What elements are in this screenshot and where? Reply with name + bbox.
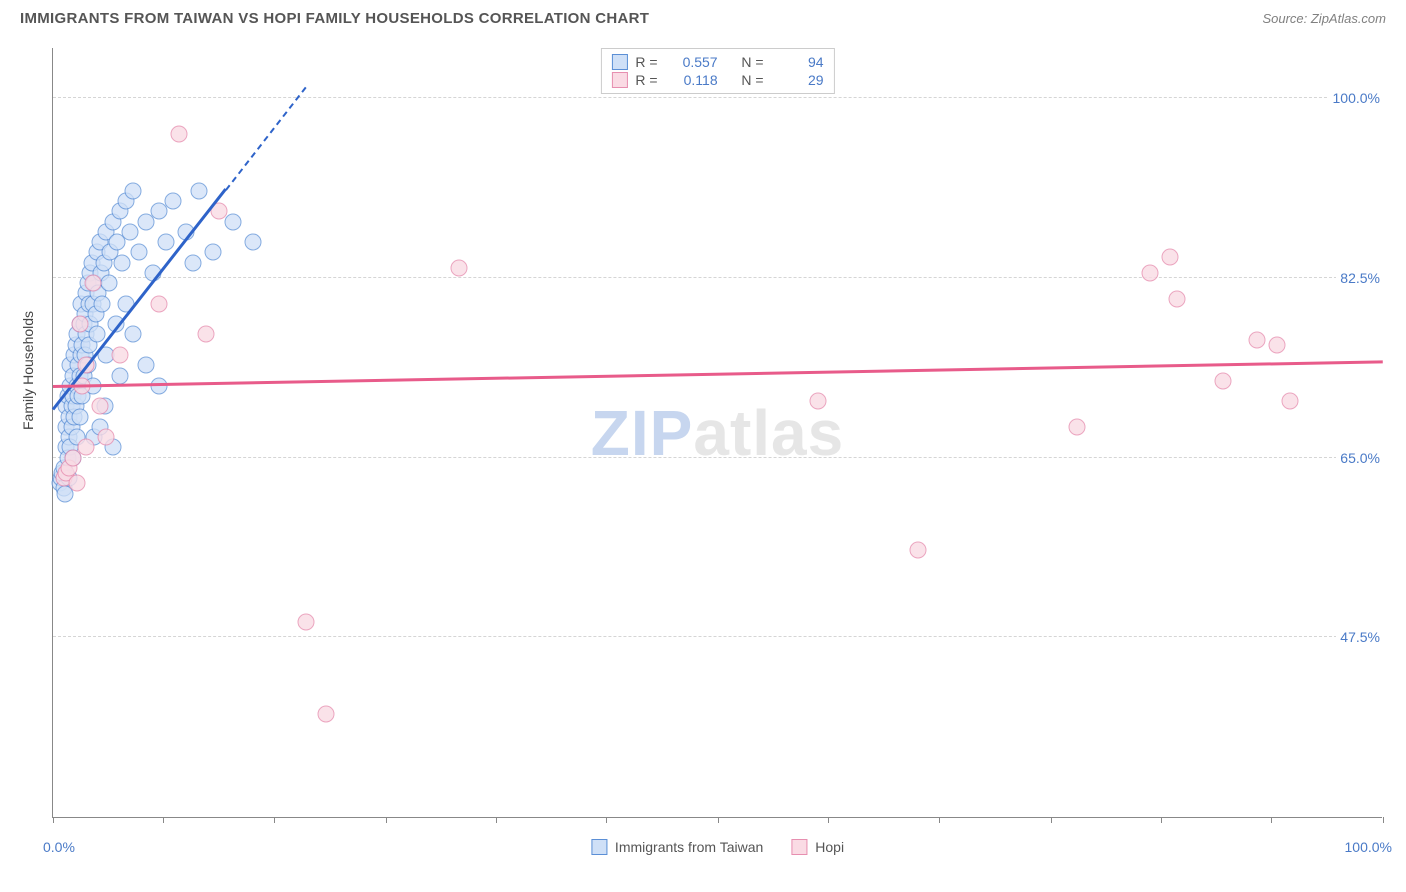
x-tick [1271,817,1272,823]
trend-line [225,86,306,190]
gridline [53,97,1382,98]
data-point [122,223,139,240]
data-point [184,254,201,271]
y-tick-label: 82.5% [1336,270,1384,286]
data-point [158,234,175,251]
data-point [164,193,181,210]
data-point [317,706,334,723]
chart-title: IMMIGRANTS FROM TAIWAN VS HOPI FAMILY HO… [20,10,649,27]
x-axis-max-label: 100.0% [1345,839,1392,855]
data-point [450,259,467,276]
data-point [244,234,261,251]
data-point [204,244,221,261]
data-point [131,244,148,261]
y-tick-label: 65.0% [1336,450,1384,466]
data-point [171,126,188,143]
data-point [78,439,95,456]
data-point [1168,290,1185,307]
x-tick [274,817,275,823]
data-point [98,429,115,446]
data-point [71,408,88,425]
data-point [68,475,85,492]
x-tick [828,817,829,823]
data-point [94,295,111,312]
x-tick [163,817,164,823]
data-point [224,213,241,230]
series-legend: Immigrants from Taiwan Hopi [591,839,844,855]
data-point [191,182,208,199]
x-tick [53,817,54,823]
x-tick [496,817,497,823]
legend-swatch [791,839,807,855]
legend-item: Immigrants from Taiwan [591,839,763,855]
data-point [151,295,168,312]
x-axis-min-label: 0.0% [43,839,75,855]
x-tick [1383,817,1384,823]
watermark: ZIPatlas [591,396,844,470]
gridline [53,277,1382,278]
correlation-legend: R =0.557 N =94R =0.118 N =29 [600,48,834,94]
data-point [114,254,131,271]
data-point [1142,264,1159,281]
legend-row: R =0.118 N =29 [611,71,823,89]
gridline [53,457,1382,458]
y-axis-title: Family Households [20,311,36,430]
data-point [1281,393,1298,410]
legend-swatch [611,54,627,70]
y-tick-label: 100.0% [1329,90,1384,106]
x-tick [386,817,387,823]
legend-swatch [591,839,607,855]
data-point [1215,372,1232,389]
x-tick [1051,817,1052,823]
data-point [138,357,155,374]
x-tick [718,817,719,823]
legend-item: Hopi [791,839,844,855]
legend-swatch [611,72,627,88]
gridline [53,636,1382,637]
x-tick [606,817,607,823]
x-tick [939,817,940,823]
data-point [71,316,88,333]
source-attribution: Source: ZipAtlas.com [1262,11,1386,26]
data-point [88,326,105,343]
data-point [100,275,117,292]
y-tick-label: 47.5% [1336,629,1384,645]
data-point [1268,336,1285,353]
trend-line [53,360,1383,388]
data-point [124,326,141,343]
legend-row: R =0.557 N =94 [611,53,823,71]
data-point [1069,418,1086,435]
data-point [111,367,128,384]
data-point [1162,249,1179,266]
data-point [197,326,214,343]
data-point [1248,331,1265,348]
data-point [909,542,926,559]
data-point [124,182,141,199]
data-point [297,613,314,630]
data-point [809,393,826,410]
x-tick [1161,817,1162,823]
data-point [84,275,101,292]
data-point [91,398,108,415]
data-point [111,347,128,364]
scatter-chart: ZIPatlas R =0.557 N =94R =0.118 N =29 Im… [52,48,1382,818]
